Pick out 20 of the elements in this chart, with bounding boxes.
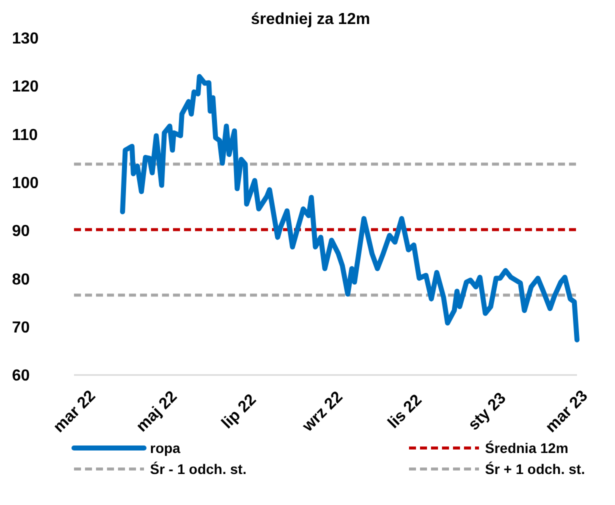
y-tick-label: 80 (12, 271, 30, 288)
legend-label: Średnia 12m (485, 440, 568, 456)
y-tick-label: 60 (12, 368, 30, 385)
x-tick-label: maj 22 (133, 388, 181, 436)
legend-label: ropa (150, 440, 181, 456)
x-tick-label: lip 22 (218, 391, 260, 432)
y-tick-label: 90 (12, 223, 30, 240)
chart-title: średniej za 12m (250, 11, 370, 28)
x-tick-label: sty 23 (465, 390, 510, 434)
y-tick-label: 100 (12, 175, 39, 192)
x-tick-label: mar 22 (50, 387, 100, 436)
x-tick-label: wrz 22 (298, 388, 346, 436)
y-tick-label: 130 (12, 30, 39, 48)
x-tick-label: mar 23 (542, 387, 592, 436)
y-tick-label: 110 (12, 126, 38, 144)
y-tick-label: 70 (12, 319, 30, 336)
legend-label: Śr - 1 odch. st. (150, 460, 246, 477)
x-tick-label: lis 22 (385, 392, 426, 432)
y-tick-label: 120 (12, 78, 39, 96)
legend-label: Śr + 1 odch. st. (485, 460, 585, 477)
